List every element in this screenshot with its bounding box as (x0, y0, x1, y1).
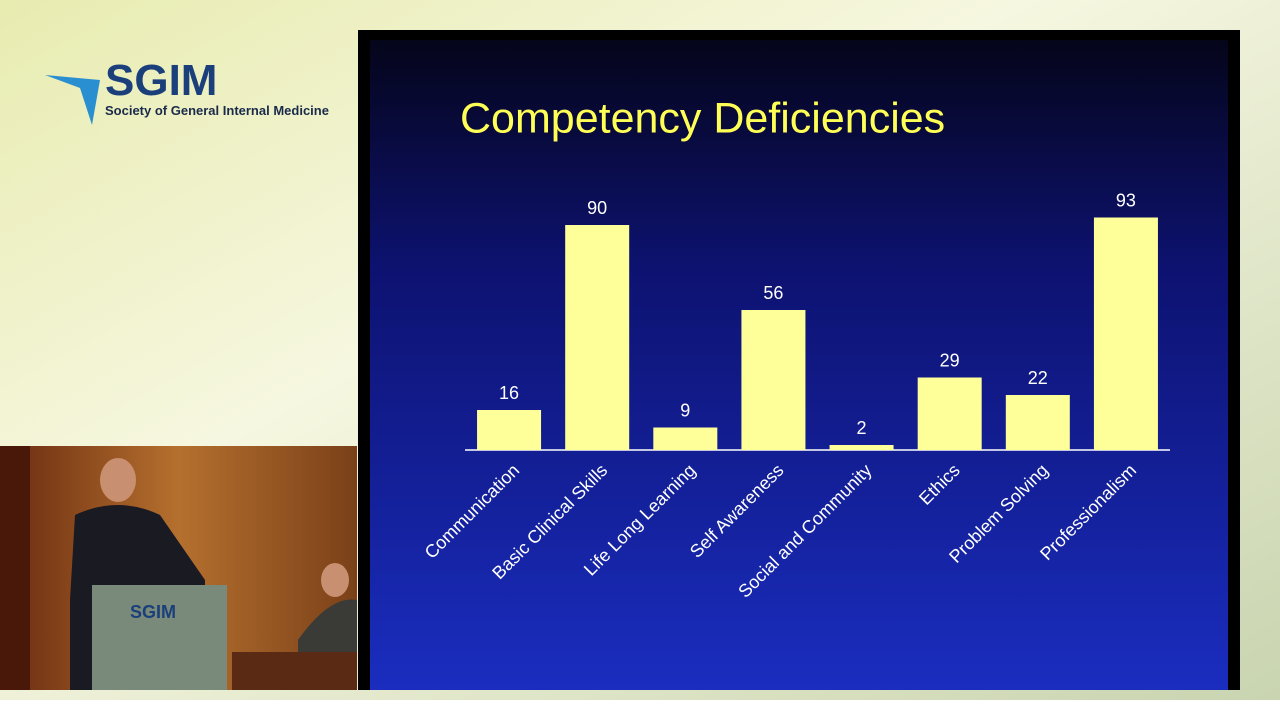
logo-name: SGIM (105, 56, 217, 105)
bar (1005, 395, 1070, 450)
bar (829, 445, 894, 450)
curtain (0, 446, 30, 690)
audience-head (321, 563, 349, 597)
speaker-head (100, 458, 136, 502)
table (232, 652, 357, 690)
audience-body (298, 599, 357, 655)
value-label: 9 (680, 400, 690, 420)
bottom-bar (0, 700, 1280, 720)
bar (741, 310, 806, 450)
bar (653, 427, 718, 450)
bar (1093, 217, 1158, 450)
value-label: 2 (857, 418, 867, 438)
bar (917, 377, 982, 450)
podium (92, 585, 227, 690)
logo-subtitle: Society of General Internal Medicine (105, 103, 329, 118)
value-label: 22 (1028, 368, 1048, 388)
value-label: 90 (587, 198, 607, 218)
logo-star (45, 75, 100, 125)
value-label: 29 (940, 350, 960, 370)
bar (565, 225, 630, 450)
value-label: 56 (763, 283, 783, 303)
podium-logo: SGIM (130, 602, 176, 622)
bar (477, 410, 542, 450)
value-label: 93 (1116, 190, 1136, 210)
chart-title: Competency Deficiencies (460, 94, 945, 142)
value-label: 16 (499, 383, 519, 403)
